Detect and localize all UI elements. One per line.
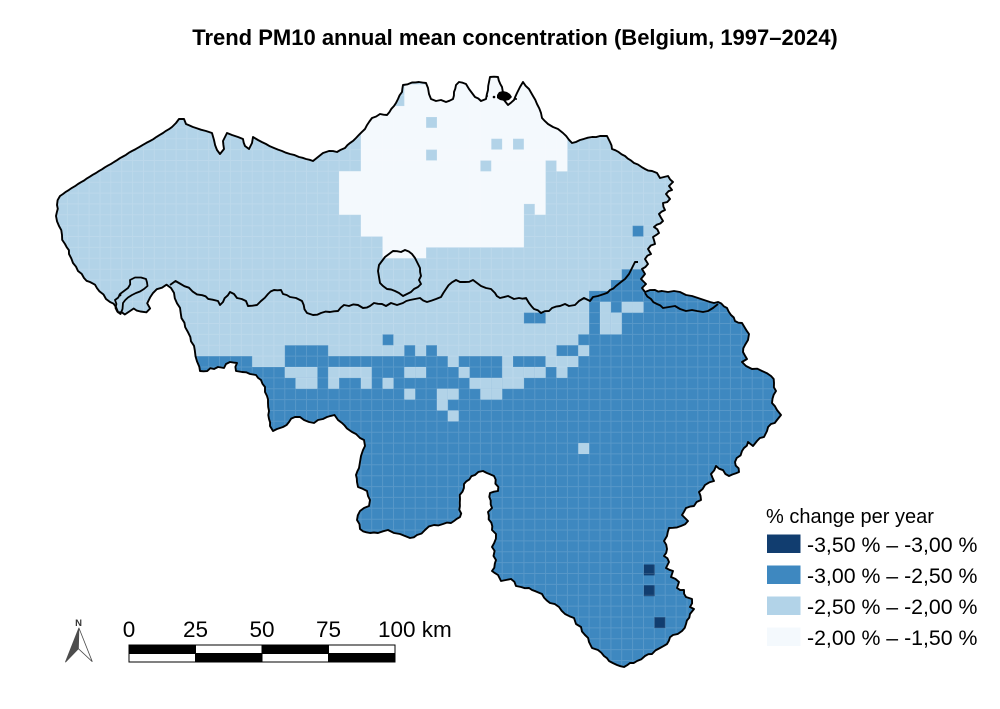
svg-text:% change per year: % change per year: [766, 506, 934, 528]
svg-text:-2,50 % – -2,00 %: -2,50 % – -2,00 %: [807, 595, 978, 619]
svg-text:-3,00 % – -2,50 %: -3,00 % – -2,50 %: [807, 564, 978, 588]
svg-text:0: 0: [123, 617, 136, 642]
svg-text:Trend PM10 annual mean concent: Trend PM10 annual mean concentration (Be…: [192, 25, 838, 50]
svg-text:N: N: [75, 618, 82, 629]
svg-text:-3,50 % – -3,00 %: -3,50 % – -3,00 %: [807, 533, 978, 557]
svg-text:25: 25: [183, 617, 208, 642]
svg-text:100 km: 100 km: [378, 617, 452, 642]
svg-text:75: 75: [316, 617, 341, 642]
svg-text:-2,00 % – -1,50 %: -2,00 % – -1,50 %: [807, 626, 978, 650]
svg-text:50: 50: [249, 617, 274, 642]
